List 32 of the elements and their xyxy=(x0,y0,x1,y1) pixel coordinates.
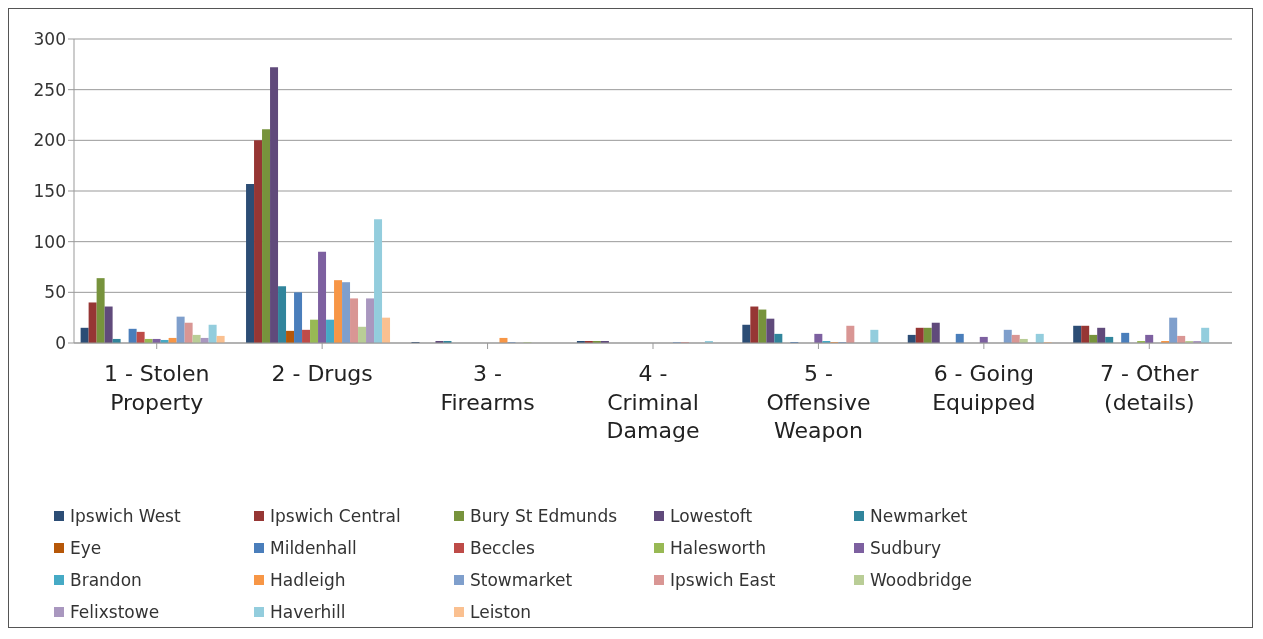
y-tick-label: 150 xyxy=(33,181,66,202)
legend-label: Haverhill xyxy=(270,602,346,622)
y-tick-label: 0 xyxy=(55,333,66,354)
y-tick-label: 300 xyxy=(33,29,66,50)
x-tick-label: 7 - Other (details) xyxy=(1100,361,1200,415)
x-tick-label: 6 - Going Equipped xyxy=(932,361,1036,415)
legend-label: Ipswich West xyxy=(70,506,181,526)
legend-label: Mildenhall xyxy=(270,538,357,558)
x-tick-label: 5 - Offensive Weapon xyxy=(766,361,871,444)
x-tick-label: 2 - Drugs xyxy=(271,361,373,386)
x-tick-label: 1 - Stolen Property xyxy=(103,361,210,415)
y-tick-label: 100 xyxy=(33,231,66,252)
legend-label: Leiston xyxy=(470,602,532,622)
legend-label: Beccles xyxy=(470,538,535,558)
legend-label: Newmarket xyxy=(870,506,968,526)
legend-label: Felixstowe xyxy=(70,602,160,622)
legend-label: Stowmarket xyxy=(470,570,573,590)
legend-label: Hadleigh xyxy=(270,570,346,590)
x-tick-label: 3 - Firearms xyxy=(440,361,535,415)
y-tick-label: 200 xyxy=(33,130,66,151)
y-tick-label: 50 xyxy=(44,282,66,303)
legend-label: Halesworth xyxy=(670,538,766,558)
legend-label: Brandon xyxy=(70,570,142,590)
legend-label: Eye xyxy=(70,538,102,558)
x-tick-label: 4 - Criminal Damage xyxy=(606,361,700,444)
legend-label: Ipswich East xyxy=(670,570,776,590)
legend-label: Lowestoft xyxy=(670,506,753,526)
y-tick-label: 250 xyxy=(33,79,66,100)
legend-label: Woodbridge xyxy=(870,570,972,590)
legend-label: Ipswich Central xyxy=(270,506,401,526)
legend-label: Sudbury xyxy=(870,538,941,558)
legend-label: Bury St Edmunds xyxy=(470,506,618,526)
